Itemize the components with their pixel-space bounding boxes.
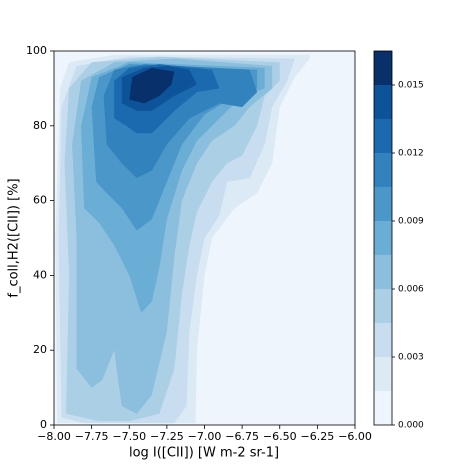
y-tick-label: 80 — [33, 119, 47, 132]
colorbar-tick-label: 0.012 — [398, 149, 424, 159]
contour-region — [129, 67, 175, 104]
x-tick-label: −6.50 — [263, 430, 297, 443]
x-tick-label: −7.50 — [112, 430, 146, 443]
colorbar-frame — [373, 50, 393, 426]
colorbar-tick-label: 0.006 — [398, 285, 424, 295]
x-tick-label: −6.25 — [301, 430, 335, 443]
colorbar-band — [374, 357, 392, 391]
colorbar-tick-label: 0.000 — [398, 421, 424, 431]
colorbar-band — [374, 119, 392, 153]
x-tick-label: −6.75 — [225, 430, 259, 443]
colorbar-tick-label: 0.009 — [398, 217, 424, 227]
colorbar-band — [374, 255, 392, 289]
y-tick-label: 40 — [33, 268, 47, 281]
colorbar-band — [374, 85, 392, 119]
y-axis-label: f_coll,H2([CII]) [%] — [7, 178, 22, 297]
colorbar-band — [374, 289, 392, 323]
x-tick-label: −7.00 — [188, 430, 222, 443]
y-tick-label: 0 — [40, 418, 47, 431]
colorbar-tick-label: 0.003 — [398, 353, 424, 363]
colorbar-band — [374, 187, 392, 221]
x-tick-label: −8.00 — [37, 430, 71, 443]
x-tick-label: −7.75 — [75, 430, 109, 443]
x-axis-label: log I([CII]) [W m-2 sr-1] — [129, 446, 279, 461]
colorbar-band — [374, 153, 392, 187]
colorbar-tick-label: 0.015 — [398, 81, 424, 91]
y-tick-label: 60 — [33, 194, 47, 207]
x-tick-label: −6.00 — [338, 430, 372, 443]
y-tick-label: 100 — [26, 44, 47, 57]
y-tick-label: 20 — [33, 343, 47, 356]
colorbar: 0.000 0.003 0.006 0.009 0.012 0.015 — [373, 50, 424, 431]
colorbar-band — [374, 391, 392, 425]
colorbar-band — [374, 221, 392, 255]
colorbar-band — [374, 323, 392, 357]
colorbar-band — [374, 51, 392, 85]
x-tick-label: −7.25 — [150, 430, 184, 443]
